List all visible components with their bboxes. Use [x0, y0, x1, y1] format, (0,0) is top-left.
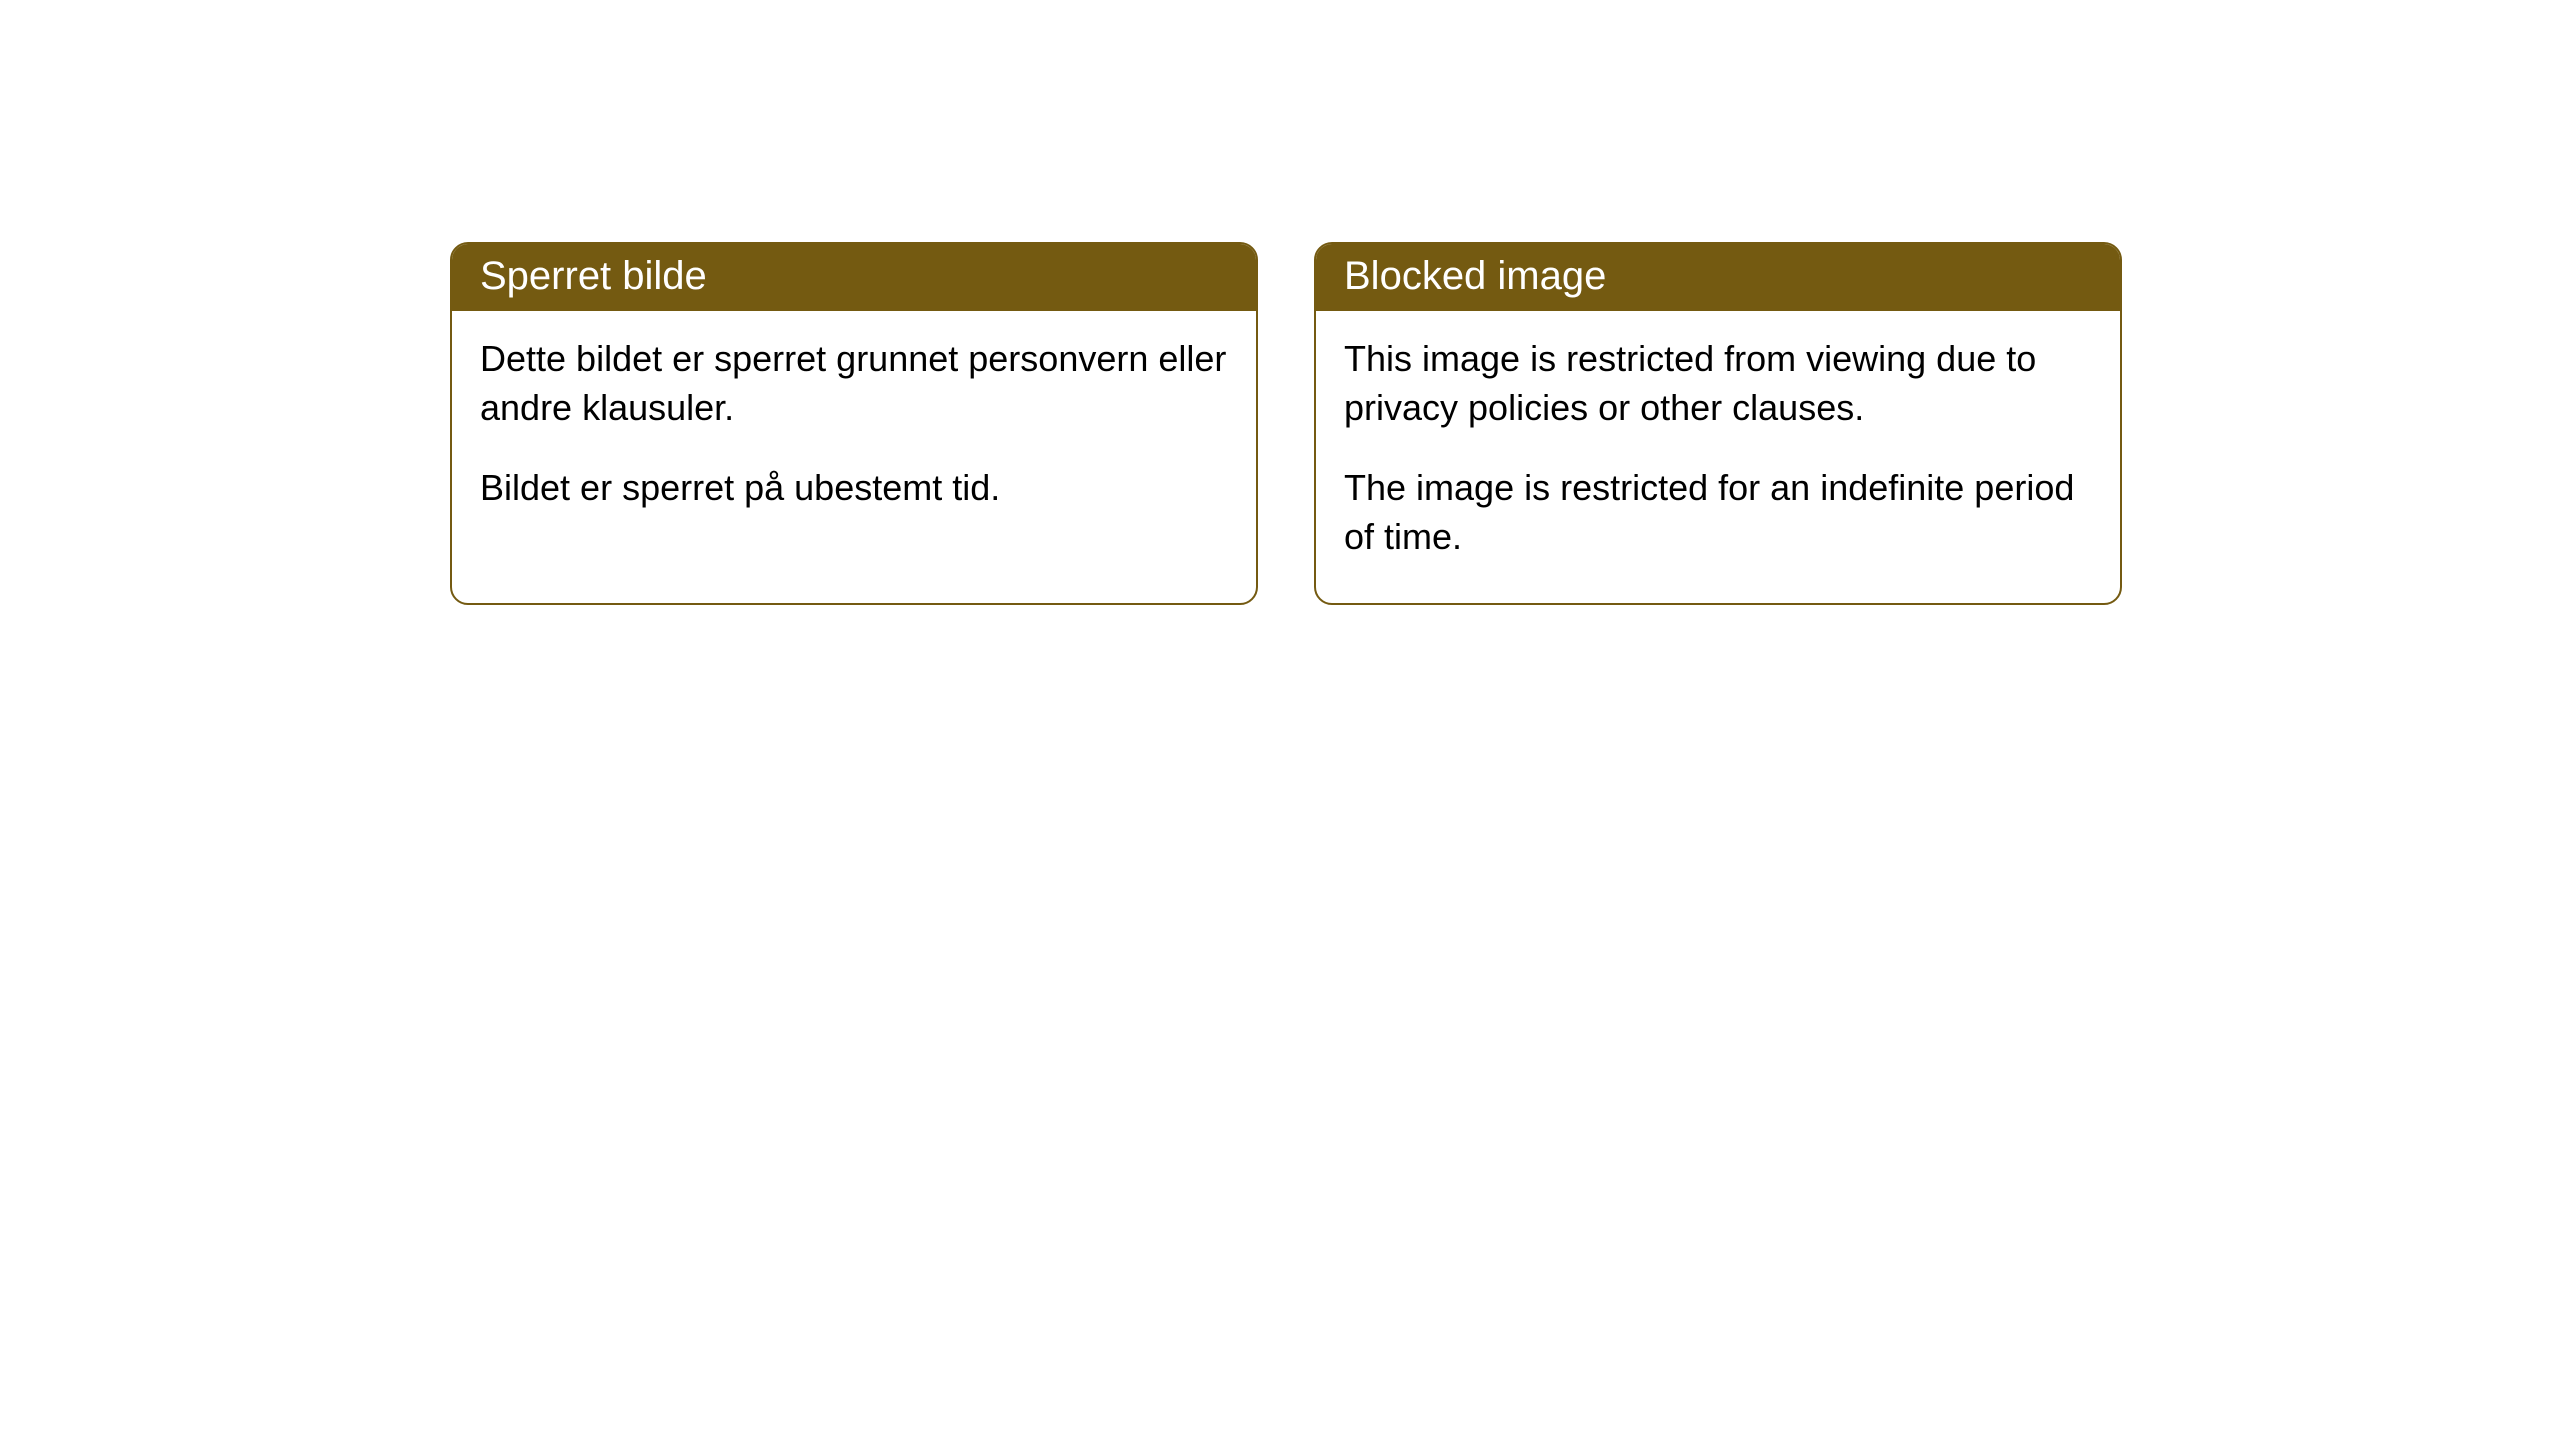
card-header: Sperret bilde	[452, 244, 1256, 311]
blocked-image-card-norwegian: Sperret bilde Dette bildet er sperret gr…	[450, 242, 1258, 605]
blocked-image-card-english: Blocked image This image is restricted f…	[1314, 242, 2122, 605]
card-title: Blocked image	[1344, 254, 1606, 298]
card-paragraph-2: Bildet er sperret på ubestemt tid.	[480, 464, 1228, 513]
card-header: Blocked image	[1316, 244, 2120, 311]
card-title: Sperret bilde	[480, 254, 707, 298]
cards-container: Sperret bilde Dette bildet er sperret gr…	[450, 242, 2122, 605]
card-body: This image is restricted from viewing du…	[1316, 311, 2120, 603]
card-body: Dette bildet er sperret grunnet personve…	[452, 311, 1256, 555]
card-paragraph-1: Dette bildet er sperret grunnet personve…	[480, 335, 1228, 432]
card-paragraph-1: This image is restricted from viewing du…	[1344, 335, 2092, 432]
card-paragraph-2: The image is restricted for an indefinit…	[1344, 464, 2092, 561]
